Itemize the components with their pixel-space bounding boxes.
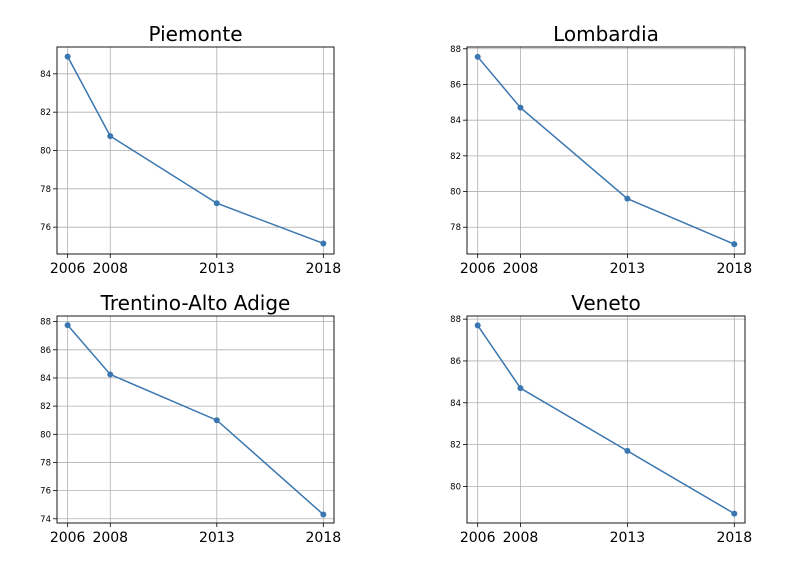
series-line [66, 56, 324, 245]
y-tick-label: 80 [40, 430, 51, 440]
data-point [320, 511, 327, 518]
y-tick-label: 82 [40, 402, 51, 412]
x-tick-label: 2018 [716, 261, 752, 277]
plot-frame [56, 315, 335, 524]
x-tick-label: 2008 [503, 530, 539, 546]
y-tick-label: 82 [450, 441, 461, 451]
x-tick-label: 2006 [50, 530, 86, 546]
chart-title: Piemonte [148, 22, 242, 46]
y-tick-label: 82 [40, 108, 51, 118]
subplot-3: Trentino-Alto Adige 2006 2008 2013 2018 74 76 7… [40, 291, 341, 546]
x-tick-label: 2018 [306, 530, 342, 546]
data-point [624, 195, 631, 202]
y-tick-label: 76 [40, 223, 51, 233]
subplot-2: Lombardia 2006 2008 2013 2018 78 80 82 84 86 88 [450, 22, 752, 277]
data-point [64, 53, 71, 60]
series-line [477, 56, 735, 245]
data-point [731, 510, 738, 517]
x-tick-label: 2013 [610, 530, 646, 546]
y-tick-label: 84 [450, 116, 461, 126]
data-point [517, 104, 524, 111]
y-tick-label: 80 [40, 147, 51, 157]
x-tick-label: 2013 [610, 261, 646, 277]
y-tick-label: 84 [40, 70, 51, 80]
y-tick-label: 84 [450, 399, 461, 409]
y-tick-label: 80 [450, 188, 461, 198]
plot-frame [466, 46, 746, 255]
series-line [477, 324, 735, 515]
y-tick-label: 78 [40, 185, 51, 195]
x-tick-label: 2008 [503, 261, 539, 277]
x-tick-label: 2018 [716, 530, 752, 546]
data-point [474, 53, 481, 60]
chart-title: Veneto [571, 291, 641, 315]
x-tick-label: 2008 [92, 530, 128, 546]
y-tick-label: 76 [40, 487, 51, 497]
x-tick-label: 2013 [199, 530, 235, 546]
x-tick-label: 2018 [306, 261, 342, 277]
data-point [213, 200, 220, 207]
chart-title: Trentino-Alto Adige [100, 291, 291, 315]
data-point [107, 371, 114, 378]
x-tick-label: 2006 [50, 261, 86, 277]
plot-frame [466, 315, 746, 524]
y-tick-label: 86 [40, 346, 51, 356]
series-line [67, 324, 324, 516]
x-tick-label: 2006 [460, 530, 496, 546]
y-tick-label: 78 [450, 223, 461, 233]
x-tick-label: 2013 [199, 261, 235, 277]
y-tick-label: 78 [40, 458, 51, 468]
y-tick-label: 88 [450, 45, 461, 55]
x-tick-label: 2006 [460, 261, 496, 277]
chart-title: Lombardia [553, 22, 659, 46]
y-tick-label: 86 [450, 357, 461, 367]
y-tick-label: 88 [450, 315, 461, 325]
y-tick-label: 88 [40, 318, 51, 328]
data-point [64, 322, 71, 329]
y-tick-label: 86 [450, 80, 461, 90]
data-point [517, 385, 524, 392]
data-point [731, 241, 738, 248]
data-point [107, 133, 114, 140]
y-tick-label: 80 [450, 482, 461, 492]
data-point [474, 322, 481, 329]
x-tick-label: 2008 [92, 261, 128, 277]
data-point [624, 447, 631, 454]
y-tick-label: 82 [450, 152, 461, 162]
subplot-4: Veneto 2006 2008 2013 2018 80 82 84 86 88 [450, 291, 752, 546]
y-tick-label: 74 [40, 515, 51, 525]
subplot-1: Piemonte 2006 2008 2013 2018 76 78 80 82 84 [40, 22, 341, 277]
data-point [213, 417, 220, 424]
y-tick-label: 84 [40, 374, 51, 384]
data-point [320, 240, 327, 247]
